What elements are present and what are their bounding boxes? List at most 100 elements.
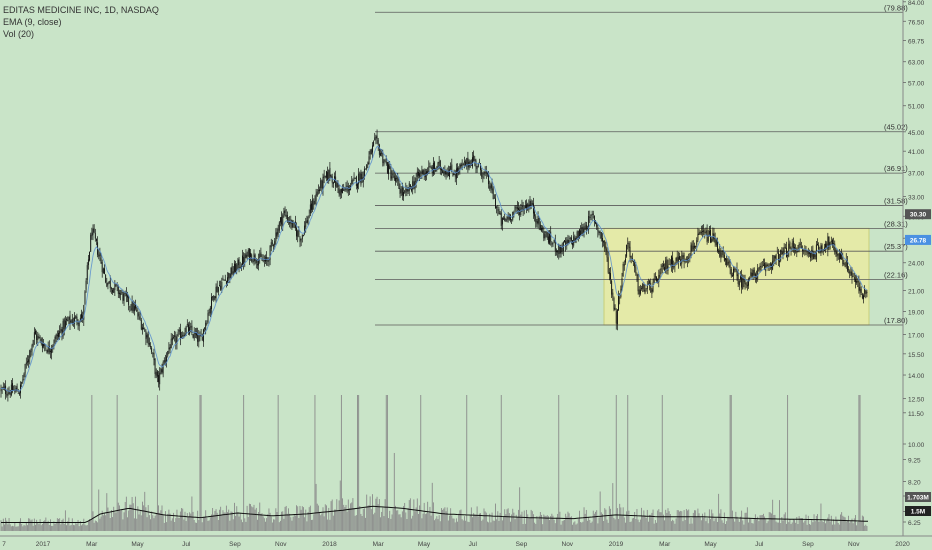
candle-body: [107, 282, 109, 285]
volume-bar: [603, 521, 605, 531]
volume-bar: [445, 511, 447, 531]
range-box-layer: [603, 227, 870, 326]
volume-bar: [562, 520, 564, 531]
volume-bar: [234, 502, 235, 531]
candle-body: [99, 252, 101, 257]
candle-body: [703, 230, 705, 233]
volume-bar: [837, 523, 839, 531]
candle-body: [167, 350, 169, 356]
volume-bar: [93, 522, 95, 531]
time-tick-label: May: [418, 541, 431, 548]
volume-bar: [343, 504, 345, 531]
volume-bar: [765, 518, 767, 531]
candle-body: [781, 251, 783, 255]
volume-bar: [166, 522, 168, 531]
candle-body: [792, 240, 794, 249]
ema-legend[interactable]: EMA (9, close): [3, 17, 62, 27]
volume-bar: [823, 520, 825, 531]
volume-bar: [498, 520, 500, 531]
candle-body: [60, 328, 62, 332]
volume-bar: [863, 516, 864, 531]
candle-body: [673, 265, 675, 268]
candle-body: [54, 337, 56, 344]
candle-body: [723, 254, 725, 261]
candle-body: [817, 243, 818, 246]
volume-bar: [777, 522, 779, 531]
volume-bar: [94, 520, 96, 531]
candle-body: [591, 214, 593, 215]
volume-bar: [9, 524, 11, 531]
volume-bar: [398, 514, 400, 531]
candle-body: [593, 215, 595, 223]
volume-bar: [844, 517, 846, 531]
volume-bar: [48, 524, 50, 531]
candle-body: [266, 257, 268, 261]
price-tick-label: 17.00: [908, 333, 925, 340]
volume-bar: [112, 517, 113, 531]
candle-body: [230, 267, 232, 280]
volume-bar: [90, 519, 92, 531]
time-axis[interactable]: 7 2017 Mar May Jul Sep Nov 2018 Mar May Jul Sep Nov 2…: [2, 541, 910, 548]
candle-body: [436, 167, 438, 169]
volume-bar: [270, 516, 272, 531]
volume-bar: [301, 506, 303, 531]
candle-body: [536, 221, 538, 225]
candle-body: [450, 166, 452, 170]
candle-body: [105, 274, 107, 283]
candle-body: [124, 293, 126, 294]
volume-bar: [679, 511, 680, 531]
candle-body: [369, 150, 371, 155]
candle-body: [638, 289, 640, 295]
candle-body: [398, 181, 400, 189]
candle-body: [782, 252, 784, 255]
volume-bar: [542, 524, 544, 531]
candle-body: [151, 348, 153, 353]
volume-bar: [158, 505, 159, 531]
candle-body: [93, 228, 95, 233]
volume-bar: [357, 395, 358, 531]
volume-bar: [352, 498, 354, 531]
candle-body: [449, 169, 450, 178]
volume-bar: [866, 526, 868, 531]
time-tick-label: Jul: [469, 541, 478, 548]
candle-body: [338, 188, 340, 194]
volume-bar: [606, 519, 608, 531]
time-tick-label: Mar: [373, 541, 385, 548]
symbol-title[interactable]: EDITAS MEDICINE INC, 1D, NASDAQ: [3, 5, 159, 15]
volume-bar: [231, 511, 233, 531]
candle-body: [206, 323, 208, 325]
volume-bar: [152, 515, 154, 531]
volume-legend[interactable]: Vol (20): [3, 29, 35, 39]
candle-body: [422, 169, 424, 175]
candle-body: [219, 285, 220, 287]
candle-body: [658, 275, 660, 283]
candle-body: [62, 321, 64, 337]
candle-body: [468, 162, 470, 169]
candle-body: [859, 287, 861, 292]
candle-body: [332, 181, 334, 185]
candle-body: [41, 343, 43, 348]
candle-body: [127, 295, 128, 298]
candle-body: [244, 254, 246, 263]
candle-body: [653, 278, 655, 283]
candle-body: [101, 262, 103, 273]
candle-body: [559, 245, 561, 254]
volume-bar: [382, 507, 384, 531]
candle-body: [731, 275, 733, 277]
volume-bar: [495, 503, 496, 531]
candle-body: [649, 280, 651, 286]
candle-body: [483, 172, 485, 175]
candle-body: [551, 242, 553, 245]
candle-body: [12, 383, 13, 392]
volume-bar: [568, 513, 570, 531]
volume-bar: [708, 509, 710, 531]
candle-body: [248, 248, 250, 261]
volume-bar: [849, 522, 851, 531]
candle-body: [446, 172, 448, 176]
volume-bar: [236, 506, 238, 531]
volume-badge-bg: [905, 492, 931, 502]
candle-body: [94, 233, 96, 239]
candle-body: [556, 250, 557, 253]
volume-bar: [25, 522, 27, 531]
